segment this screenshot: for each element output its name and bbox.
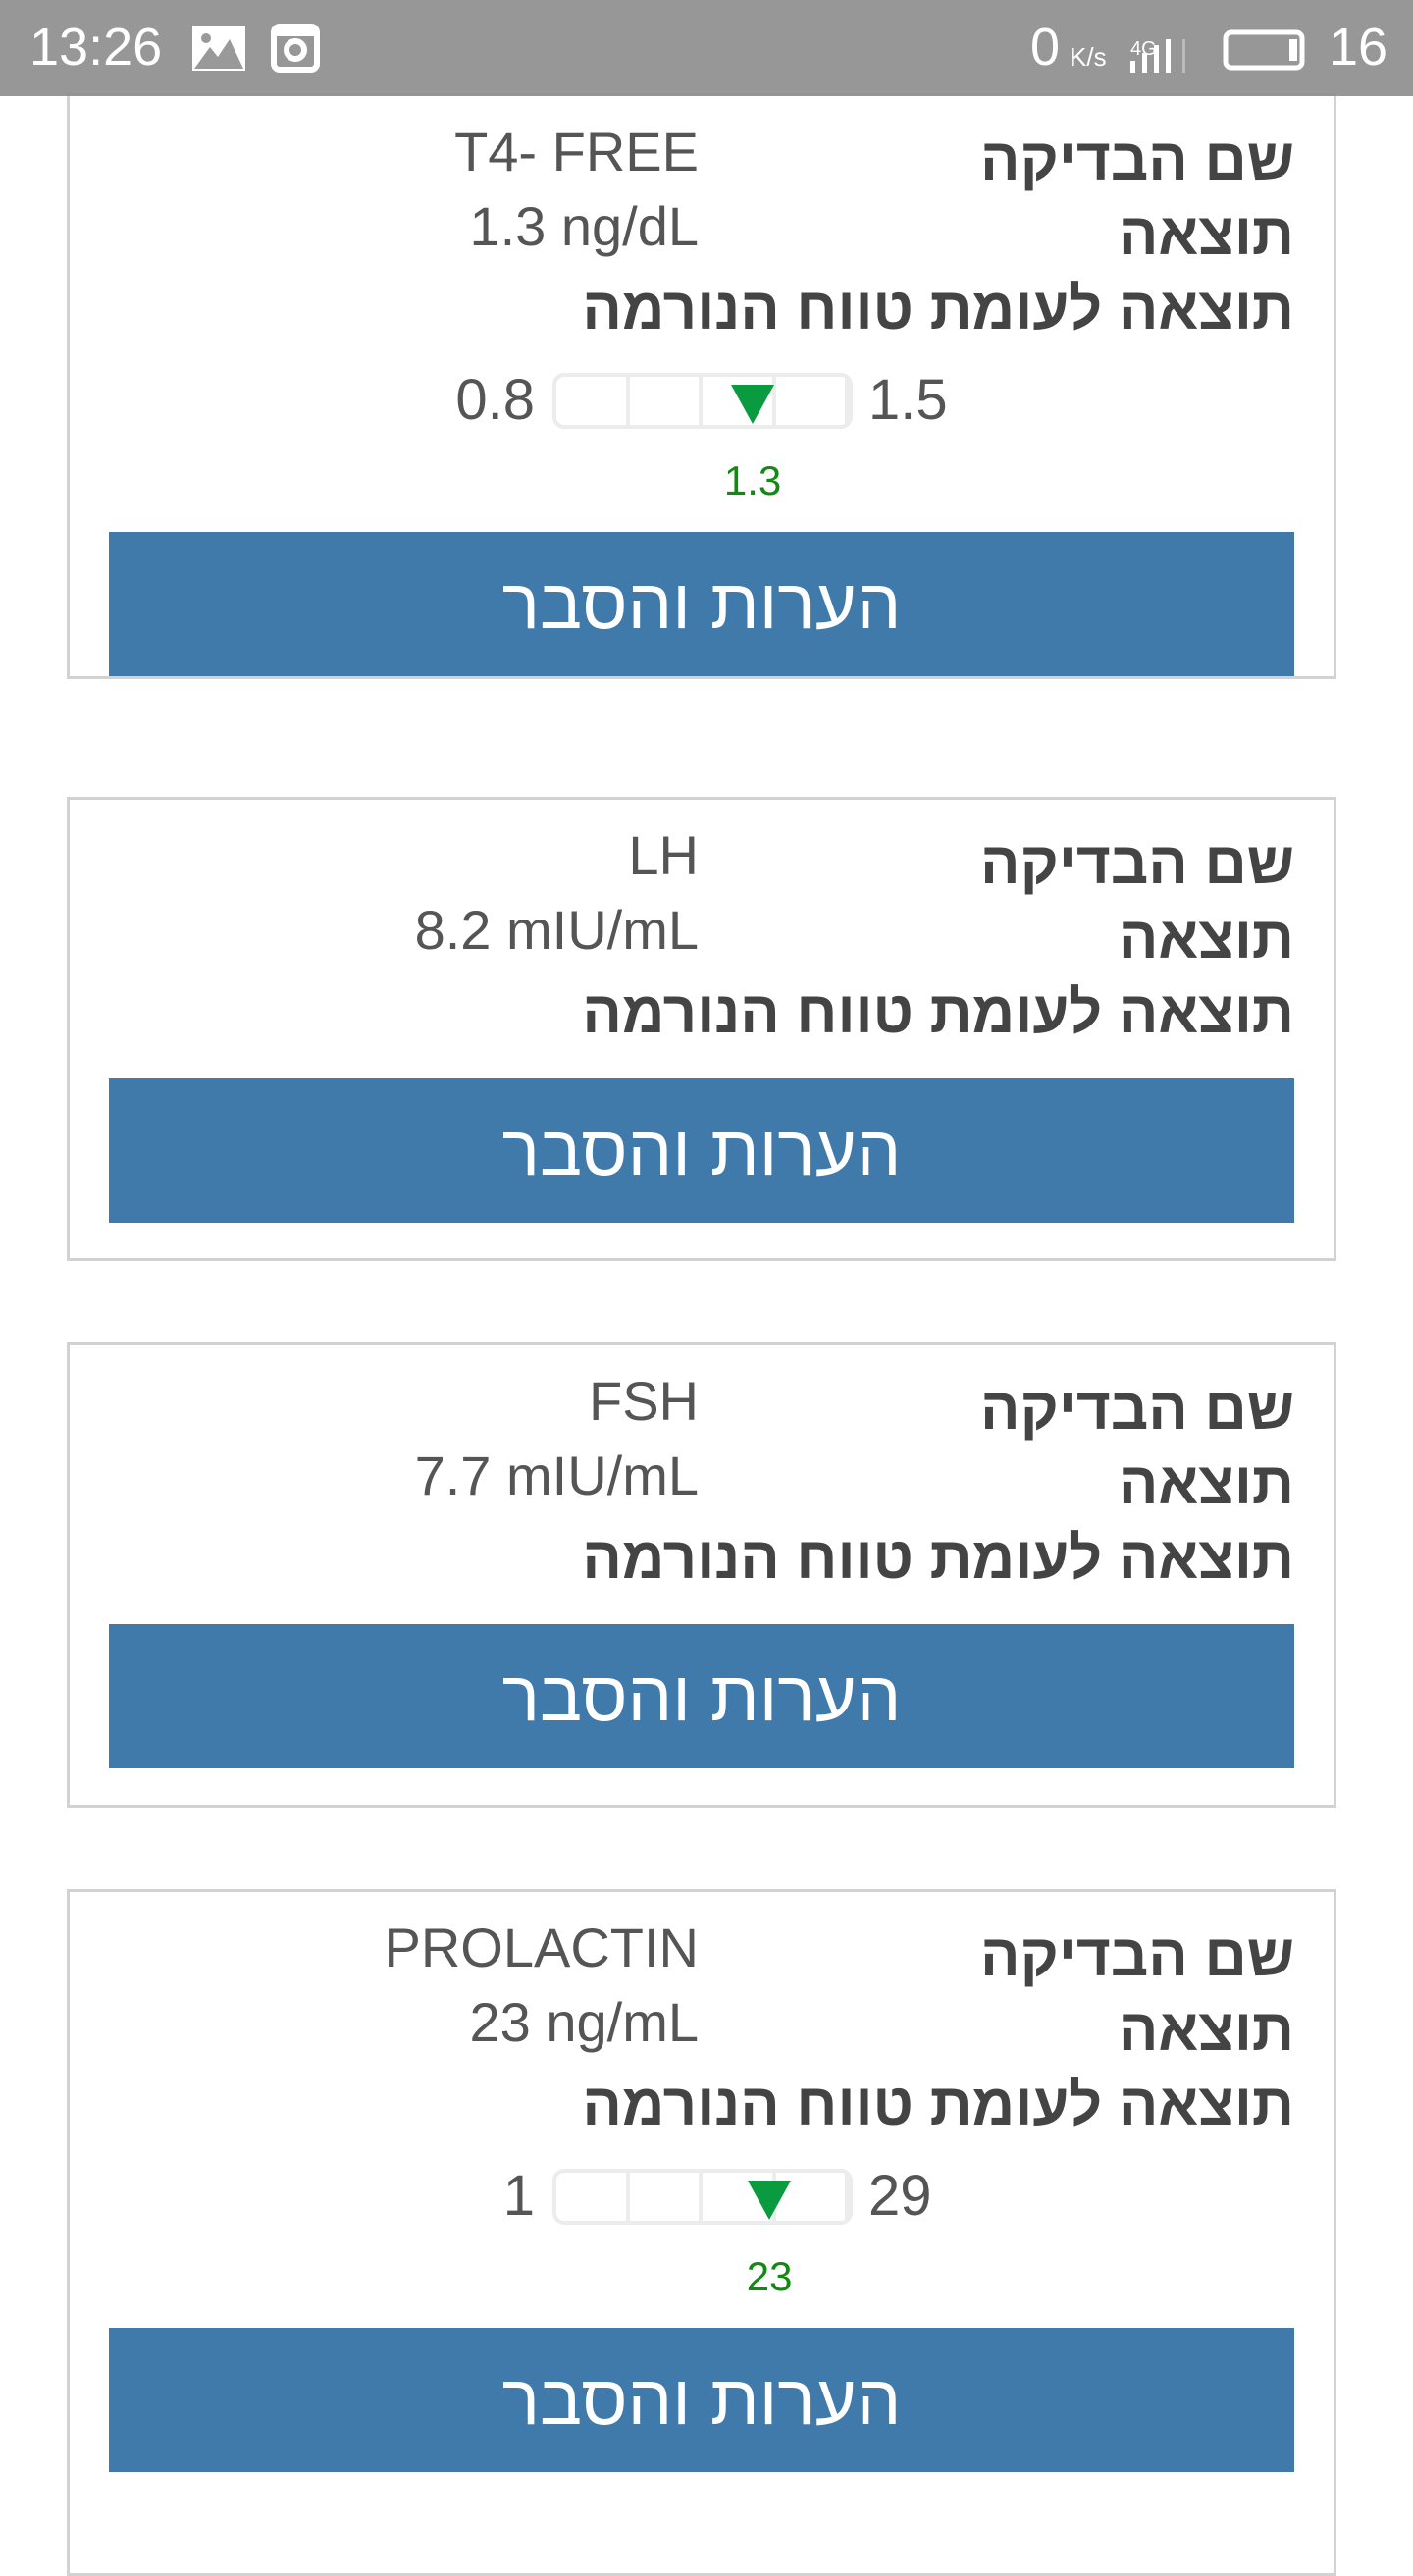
range-bar — [552, 2169, 853, 2225]
range-bar — [552, 373, 853, 429]
net-unit: K/s — [1070, 42, 1107, 72]
clock: 13:26 — [29, 18, 163, 77]
test-name: FSH — [589, 1370, 699, 1432]
image-icon — [192, 26, 245, 71]
instagram-icon — [271, 24, 320, 73]
range-value: 23 — [746, 2253, 793, 2299]
notes-button[interactable]: הערות והסבר — [109, 532, 1294, 676]
battery-level: 16 — [1329, 18, 1388, 77]
range-label: תוצאה לעומת טווח הנורמה — [582, 276, 1294, 342]
result-label: תוצאה — [1118, 201, 1294, 267]
range-min: 1 — [502, 2164, 535, 2228]
range-label: תוצאה לעומת טווח הנורמה — [582, 2072, 1294, 2137]
result-value: 1.3 ng/dL — [469, 195, 699, 257]
battery-icon — [1223, 29, 1305, 71]
notes-button[interactable]: הערות והסבר — [109, 1624, 1294, 1768]
range-gauge: 0.8 1.5 — [109, 371, 1294, 430]
range-min: 0.8 — [455, 368, 535, 432]
result-value: 7.7 mIU/mL — [414, 1445, 699, 1506]
result-value: 23 ng/mL — [469, 1991, 700, 2053]
marker-triangle-icon — [748, 2181, 792, 2220]
test-name-label: שם הבדיקה — [980, 127, 1294, 192]
range-max: 29 — [868, 2164, 932, 2228]
network-type: 4G — [1130, 38, 1157, 60]
range-value: 1.3 — [723, 457, 782, 503]
net-speed: 0 — [1030, 18, 1061, 77]
result-label: תוצאה — [1118, 905, 1294, 971]
range-max: 1.5 — [868, 368, 948, 432]
range-gauge: 1 29 — [109, 2167, 1294, 2226]
test-name: T4- FREE — [454, 121, 699, 183]
test-card-prolactin: שם הבדיקה PROLACTIN תוצאה 23 ng/mL תוצאה ל… — [67, 1889, 1336, 2576]
test-card-fsh: שם הבדיקה FSH תוצאה 7.7 mIU/mL תוצאה לעומת… — [67, 1342, 1336, 1808]
result-value: 8.2 mIU/mL — [414, 899, 699, 961]
test-name: LH — [628, 824, 699, 886]
notes-button[interactable]: הערות והסבר — [109, 2328, 1294, 2472]
test-name-label: שם הבדיקה — [980, 1922, 1294, 1988]
result-label: תוצאה — [1118, 1997, 1294, 2063]
status-bar: 13:26 0 K/s 4G 16 — [0, 0, 1413, 96]
notes-button[interactable]: הערות והסבר — [109, 1078, 1294, 1223]
signal-icon — [1130, 39, 1185, 73]
range-label: תוצאה לעומת טווח הנורמה — [582, 979, 1294, 1045]
range-label: תוצאה לעומת טווח הנורמה — [582, 1525, 1294, 1591]
test-card-lh: שם הבדיקה LH תוצאה 8.2 mIU/mL תוצאה לעומת … — [67, 797, 1336, 1261]
result-label: תוצאה — [1118, 1450, 1294, 1516]
marker-triangle-icon — [731, 385, 775, 424]
test-name: PROLACTIN — [384, 1917, 700, 1978]
test-name-label: שם הבדיקה — [980, 830, 1294, 896]
test-name-label: שם הבדיקה — [980, 1376, 1294, 1442]
test-card-t4-free: שם הבדיקה T4- FREE תוצאה 1.3 ng/dL תוצאה ל… — [67, 93, 1336, 679]
